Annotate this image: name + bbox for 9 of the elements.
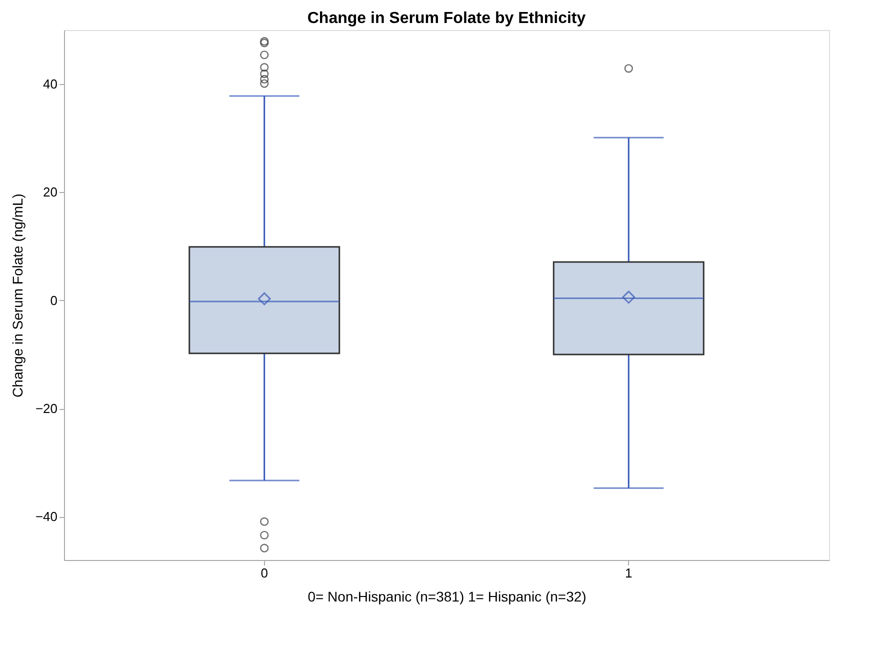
y-tick-label: 20 [43, 184, 58, 200]
x-axis-title: 0= Non-Hispanic (n=381) 1= Hispanic (n=32) [308, 588, 586, 604]
y-tick-label: −40 [35, 509, 58, 524]
x-tick-label: 1 [625, 566, 632, 580]
y-tick-label: −20 [35, 401, 58, 416]
y-tick-label: 0 [50, 292, 58, 308]
y-axis-title: Change in Serum Folate (ng/mL) [9, 194, 26, 398]
chart-title: Change in Serum Folate by Ethnicity [307, 10, 586, 27]
y-tick-label: 40 [43, 76, 58, 92]
